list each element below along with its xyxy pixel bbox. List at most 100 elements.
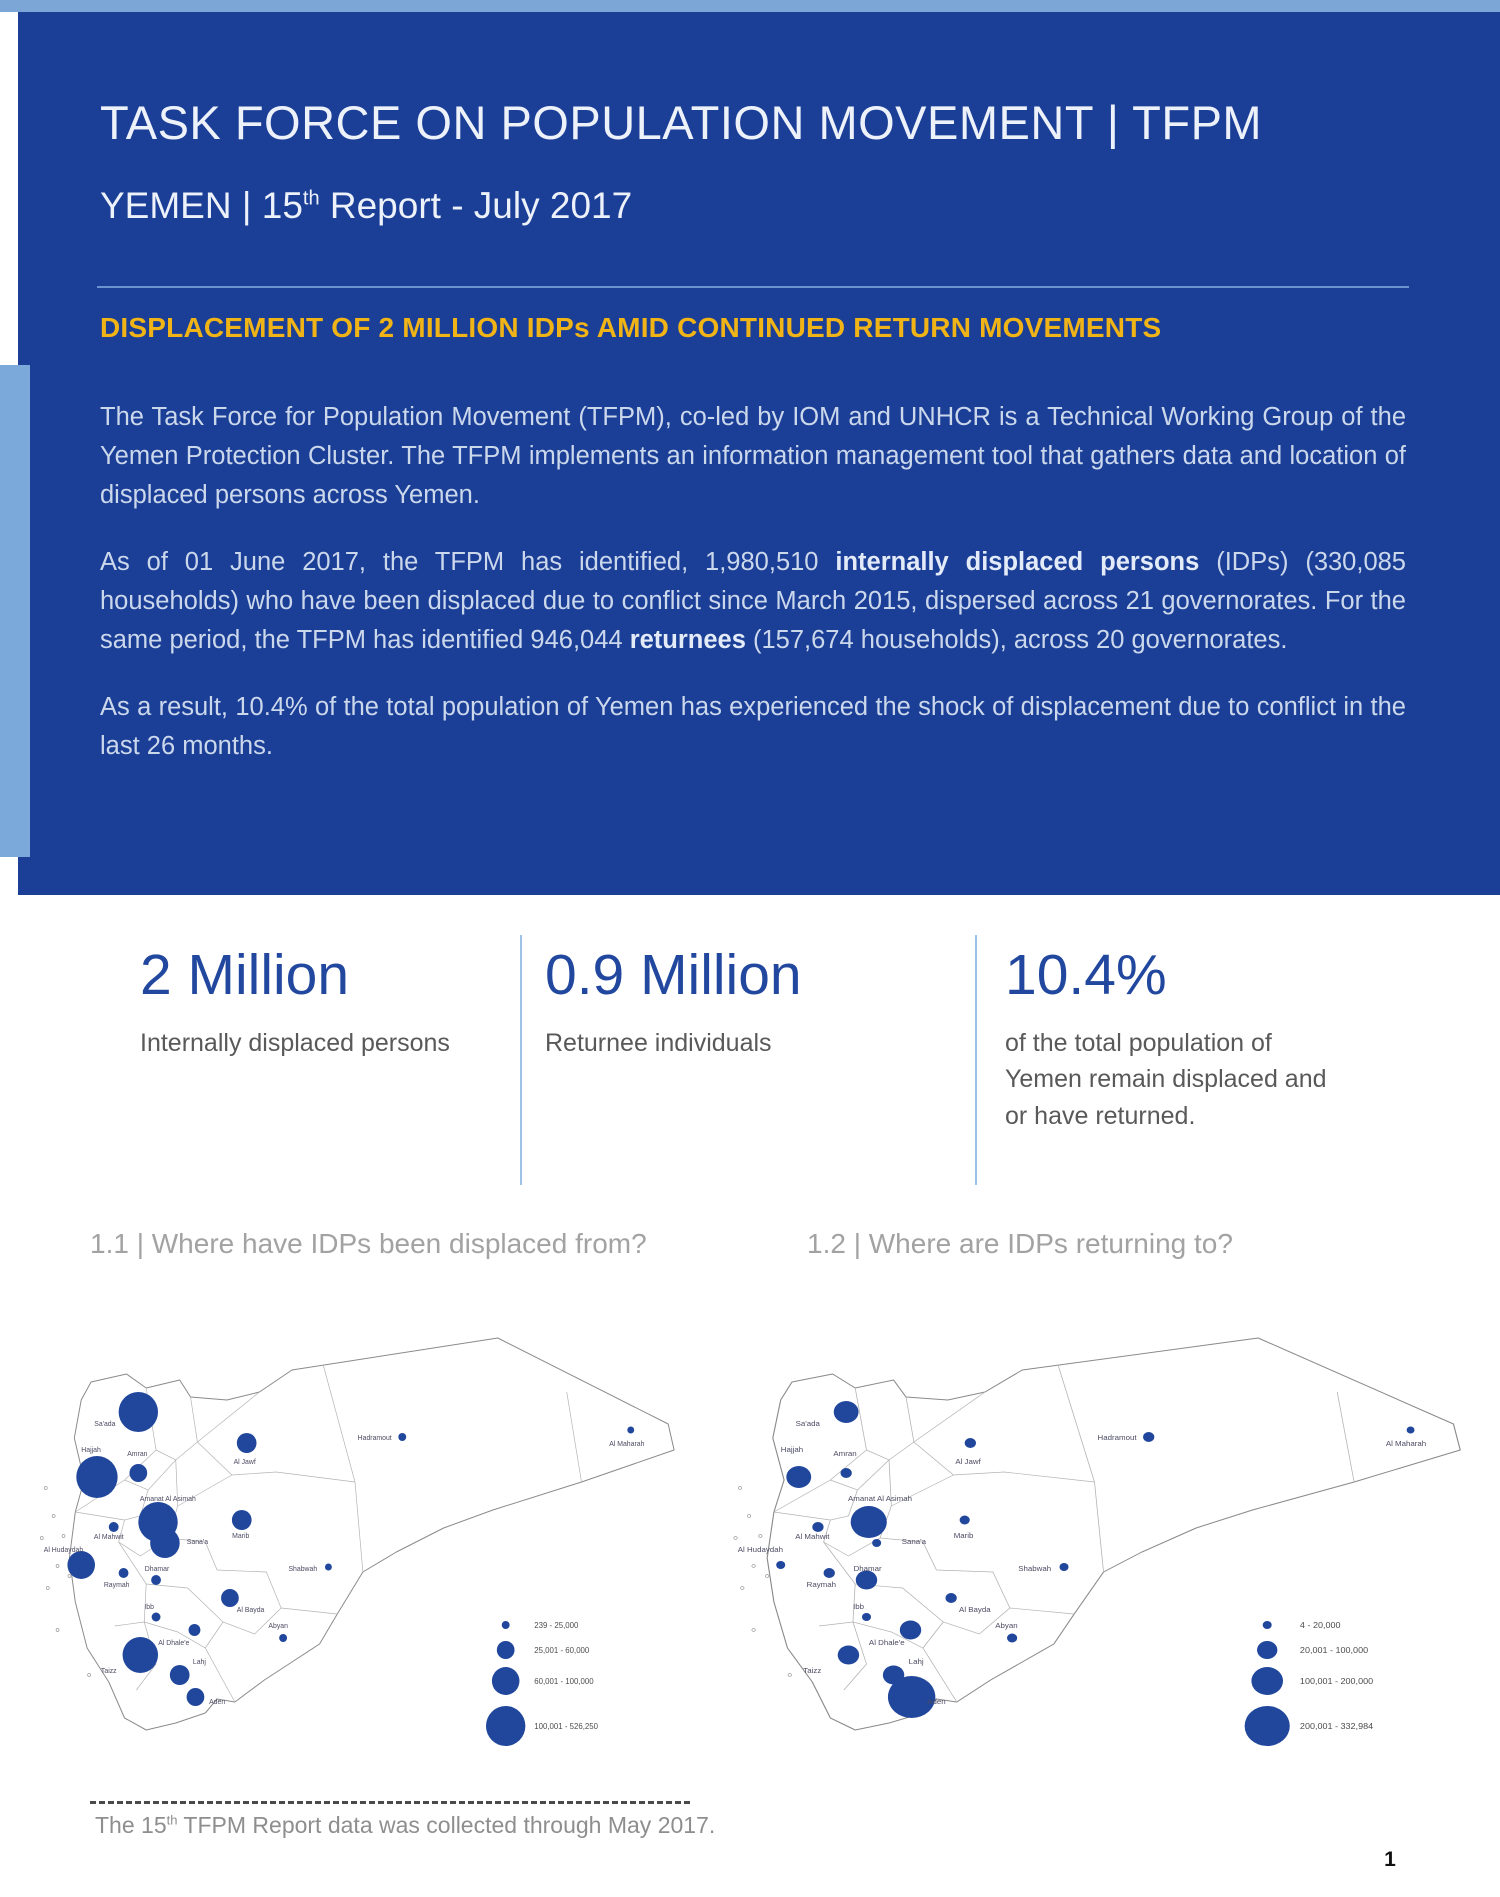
yemen-outline — [766, 1337, 1461, 1731]
bubble-taizz — [837, 1645, 860, 1665]
bubble-al-bayda — [945, 1593, 957, 1603]
label-lahj: Lahj — [193, 1659, 206, 1666]
governorate-borders — [75, 1365, 582, 1703]
label-shabwah: Shabwah — [288, 1566, 317, 1573]
bubble-aden — [887, 1676, 936, 1718]
bubble-al-mahwit — [108, 1522, 119, 1532]
label-sana-a: Sana'a — [902, 1537, 927, 1545]
legend-bubble-2 — [1257, 1641, 1278, 1659]
label-lahj: Lahj — [909, 1657, 924, 1665]
stat-divider — [520, 935, 522, 1185]
label-raymah: Raymah — [104, 1582, 130, 1589]
label-taizz: Taizz — [101, 1668, 117, 1675]
label-sana-a: Sana'a — [187, 1539, 208, 1546]
label-abyan: Abyan — [268, 1623, 288, 1630]
legend-bubble-1 — [501, 1621, 510, 1629]
governorate-labels: Sa'ada Hajjah Amran Al Jawf Hadramout Al Maha… — [738, 1419, 1426, 1705]
label-al-hudaydah: Al Hudaydah — [44, 1547, 84, 1554]
bubble-raymah — [118, 1568, 129, 1578]
label-hajjah: Hajjah — [81, 1447, 101, 1454]
bubble-marib — [231, 1510, 252, 1530]
bubble-amran — [129, 1464, 148, 1482]
label-hadramout: Hadramout — [1098, 1433, 1138, 1441]
figures-text: (157,674 households), across 20 governor… — [745, 625, 1288, 654]
top-accent-bar — [0, 0, 1500, 12]
subtitle-text-suffix: Report - July 2017 — [319, 185, 633, 226]
yemen-outline — [68, 1337, 675, 1731]
red-sea-islands — [733, 1486, 792, 1677]
page-subtitle: YEMEN | 15th Report - July 2017 — [100, 185, 632, 227]
label-sa-ada: Sa'ada — [796, 1419, 821, 1427]
bubble-shabwah — [324, 1563, 332, 1571]
returnee-legend: 4 - 20,000 20,001 - 100,000 100,001 - 200,… — [1244, 1620, 1373, 1746]
stat-returnee-value: 0.9 Million — [545, 943, 802, 1007]
label-ibb: Ibb — [144, 1604, 154, 1611]
label-al-maharah: Al Maharah — [609, 1441, 644, 1448]
legend-range-3: 100,001 - 200,000 — [1300, 1676, 1373, 1685]
label-sa-ada: Sa'ada — [94, 1421, 115, 1428]
legend-bubble-1 — [1262, 1621, 1272, 1629]
header-divider-line — [97, 286, 1409, 288]
page-title: TASK FORCE ON POPULATION MOVEMENT | TFPM — [100, 96, 1263, 149]
bubble-shabwah — [1059, 1563, 1069, 1571]
bubble-sa-ada — [118, 1392, 159, 1432]
report-headline: DISPLACEMENT OF 2 MILLION IDPs AMID CONT… — [100, 312, 1162, 343]
label-amran: Amran — [127, 1451, 147, 1458]
legend-bubble-2 — [496, 1641, 515, 1659]
label-amran: Amran — [833, 1449, 856, 1457]
label-dhamar: Dhamar — [145, 1566, 170, 1573]
stat-percentage-value: 10.4% — [1005, 943, 1167, 1007]
bubble-aden — [186, 1688, 205, 1706]
bubble-hadramout — [398, 1433, 407, 1441]
stat-idp-value: 2 Million — [140, 943, 350, 1007]
label-aden: Aden — [209, 1699, 225, 1706]
bubble-ibb — [861, 1613, 871, 1621]
stat-idp-label: Internally displaced persons — [140, 1029, 450, 1057]
bubble-al-hudaydah — [776, 1561, 786, 1569]
returnees-emphasis: returnees — [629, 625, 746, 654]
label-hadramout: Hadramout — [358, 1435, 392, 1442]
stat-percentage-label: of the total population of Yemen remain … — [1005, 1029, 1327, 1130]
bubble-taizz — [122, 1637, 159, 1673]
bubble-amran — [840, 1468, 852, 1478]
footnote-text-post: TFPM Report data was collected through M… — [177, 1812, 716, 1838]
legend-range-3: 60,001 - 100,000 — [534, 1677, 594, 1686]
bubble-raymah — [823, 1568, 835, 1578]
legend-bubble-3 — [491, 1667, 520, 1695]
footnote-ordinal: th — [166, 1812, 178, 1828]
bubble-dhamar — [855, 1570, 878, 1590]
bubble-marib — [959, 1515, 970, 1525]
label-al-hudaydah: Al Hudaydah — [738, 1545, 783, 1553]
legend-range-1: 4 - 20,000 — [1300, 1620, 1341, 1629]
footnote-dashed-line — [90, 1801, 690, 1804]
bubble-al-dhale-e — [188, 1624, 201, 1636]
bubble-abyan — [1007, 1633, 1018, 1643]
bubble-hajjah — [786, 1466, 812, 1488]
label-al-dhale-e: Al Dhale'e — [158, 1640, 189, 1647]
bubble-sana-a — [872, 1539, 882, 1547]
legend-range-4: 100,001 - 526,250 — [534, 1722, 598, 1731]
bubble-al-hudaydah — [67, 1551, 95, 1579]
bubble-amanat-al-asimah — [850, 1506, 887, 1538]
label-al-mahwit: Al Mahwit — [795, 1532, 830, 1540]
legend-range-4: 200,001 - 332,984 — [1300, 1721, 1373, 1730]
bubble-abyan — [279, 1634, 288, 1642]
left-accent-tab — [0, 365, 30, 857]
legend-bubble-3 — [1251, 1667, 1284, 1695]
governorate-borders — [773, 1365, 1355, 1703]
idp-bubbles — [67, 1392, 635, 1706]
label-amanat-al-asimah: Amanat Al Asimah — [140, 1496, 196, 1503]
legend-range-1: 239 - 25,000 — [534, 1621, 579, 1630]
footnote-text-pre: The 15 — [95, 1812, 167, 1838]
bubble-al-bayda — [221, 1589, 239, 1607]
label-raymah: Raymah — [807, 1580, 836, 1588]
label-al-bayda: Al Bayda — [959, 1605, 991, 1613]
label-al-bayda: Al Bayda — [237, 1607, 265, 1614]
legend-bubble-4 — [1244, 1706, 1290, 1746]
stat-divider — [975, 935, 977, 1185]
footnote-text: The 15th TFPM Report data was collected … — [95, 1812, 715, 1839]
map-idps-displaced-from: Sa'ada Hajjah Amran Al Jawf Hadramout Al Maha… — [39, 1337, 675, 1746]
label-shabwah: Shabwah — [1018, 1564, 1051, 1572]
label-al-jawf: Al Jawf — [234, 1459, 256, 1466]
